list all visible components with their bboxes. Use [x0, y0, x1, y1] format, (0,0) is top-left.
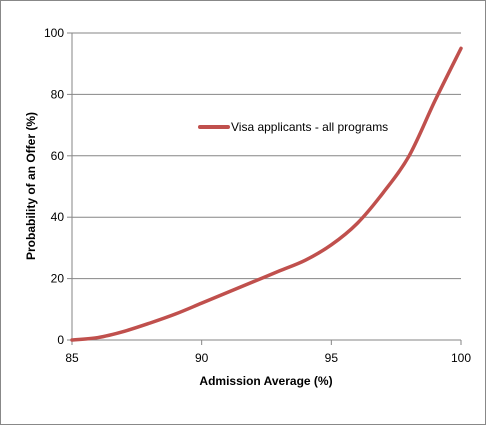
axes	[71, 33, 461, 341]
y-tick-label: 20	[51, 272, 65, 286]
x-tick-label: 85	[65, 351, 79, 365]
series-line	[70, 46, 463, 342]
x-tick-label: 100	[451, 351, 471, 365]
gridlines	[72, 32, 461, 280]
legend-label: Visa applicants - all programs	[231, 120, 388, 134]
y-tick-label: 40	[51, 210, 65, 224]
x-tick-label: 95	[325, 351, 339, 365]
x-tick-label: 90	[195, 351, 209, 365]
x-axis-title: Admission Average (%)	[199, 374, 332, 388]
legend: Visa applicants - all programs	[198, 120, 388, 134]
y-tick-label: 100	[44, 26, 64, 40]
y-tick-label: 0	[57, 333, 64, 347]
x-tick-labels: 85 90 95 100	[65, 340, 471, 365]
series-layer	[70, 46, 463, 342]
y-axis-title: Probability of an Offer (%)	[24, 112, 38, 260]
y-tick-label: 60	[51, 149, 65, 163]
y-tick-label: 80	[51, 87, 65, 101]
y-tick-labels: 0 20 40 60 80 100	[44, 26, 72, 347]
